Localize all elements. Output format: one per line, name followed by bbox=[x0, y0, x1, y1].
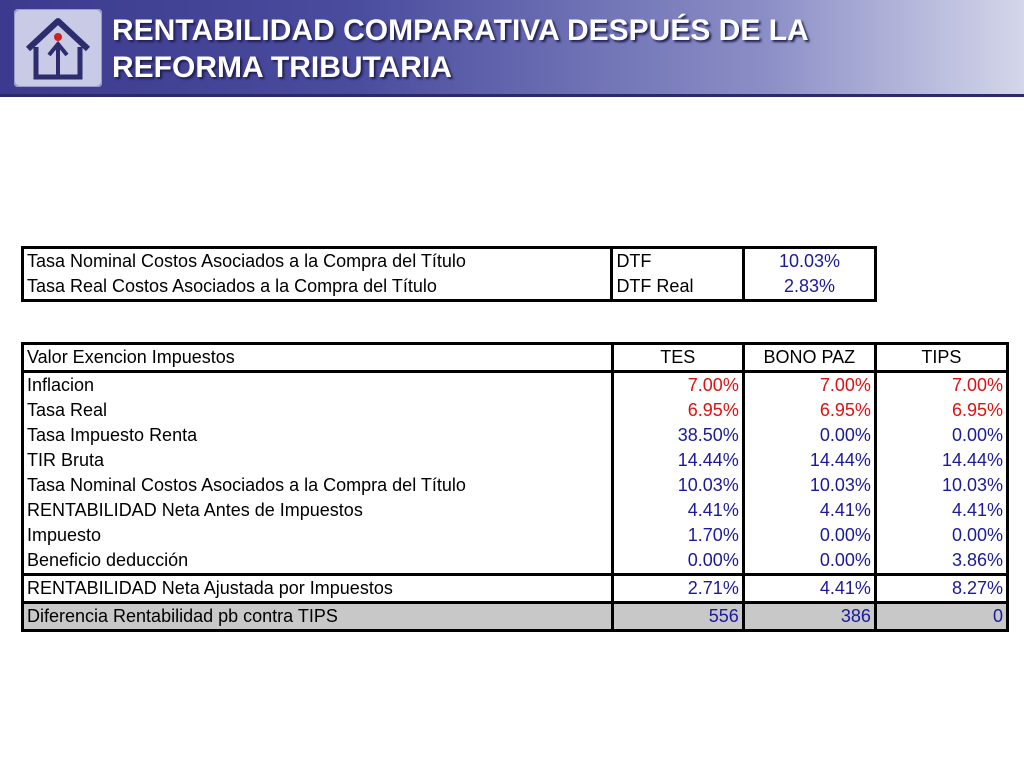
cell-bono-paz: 0.00% bbox=[743, 523, 877, 548]
cell-tes: 10.03% bbox=[612, 473, 745, 498]
table-row: Beneficio deducción 0.00% 0.00% 3.86% bbox=[22, 548, 1008, 575]
column-header-tes: TES bbox=[612, 343, 745, 373]
table-row: Tasa Impuesto Renta 38.50% 0.00% 0.00% bbox=[22, 423, 1008, 448]
row-label: Tasa Nominal Costos Asociados a la Compr… bbox=[22, 247, 614, 274]
row-label: Tasa Impuesto Renta bbox=[22, 423, 614, 448]
cell-tips: 4.41% bbox=[951, 500, 1003, 520]
title-line-1: RENTABILIDAD COMPARATIVA DESPUÉS DE LA bbox=[112, 14, 809, 47]
cell-bono-paz: 4.41% bbox=[743, 498, 877, 523]
row-label: RENTABILIDAD Neta Ajustada por Impuestos bbox=[22, 573, 614, 603]
row-value: 2.83% bbox=[783, 276, 835, 296]
table-row-difference: Diferencia Rentabilidad pb contra TIPS 5… bbox=[22, 601, 1008, 631]
table-row: Tasa Nominal Costos Asociados a la Compr… bbox=[22, 473, 1008, 498]
column-header-bono-paz: BONO PAZ bbox=[743, 343, 877, 373]
cell-tips: 0.00% bbox=[951, 525, 1003, 545]
row-key: DTF bbox=[611, 247, 745, 274]
cell-bono-paz: 10.03% bbox=[743, 473, 877, 498]
row-label: RENTABILIDAD Neta Antes de Impuestos bbox=[22, 498, 614, 523]
row-label: Tasa Nominal Costos Asociados a la Compr… bbox=[22, 473, 614, 498]
row-label: Tasa Real Costos Asociados a la Compra d… bbox=[22, 274, 614, 301]
row-label: Beneficio deducción bbox=[22, 548, 614, 575]
cell-tes: 0.00% bbox=[612, 548, 745, 575]
title-line-2: REFORMA TRIBUTARIA bbox=[112, 51, 452, 84]
table-row: Tasa Real Costos Asociados a la Compra d… bbox=[22, 274, 876, 301]
row-value: 10.03% bbox=[778, 251, 841, 271]
cell-tes: 38.50% bbox=[612, 423, 745, 448]
cell-bono-paz: 4.41% bbox=[743, 573, 877, 603]
table-header-row: Valor Exencion Impuestos TES BONO PAZ TI… bbox=[22, 343, 1008, 373]
cell-tips: 7.00% bbox=[951, 375, 1003, 395]
table-row: Inflacion 7.00% 7.00% 7.00% bbox=[22, 371, 1008, 398]
row-key: DTF Real bbox=[611, 274, 745, 301]
cell-bono-paz: 0.00% bbox=[743, 423, 877, 448]
cell-tips: 3.86% bbox=[951, 550, 1003, 570]
cell-tes: 6.95% bbox=[612, 398, 745, 423]
cell-tes: 2.71% bbox=[612, 573, 745, 603]
row-label: Inflacion bbox=[22, 371, 614, 398]
cell-bono-paz: 0.00% bbox=[743, 548, 877, 575]
cell-tips: 0.00% bbox=[951, 425, 1003, 445]
cell-bono-paz: 14.44% bbox=[743, 448, 877, 473]
row-label: TIR Bruta bbox=[22, 448, 614, 473]
dtf-table: Tasa Nominal Costos Asociados a la Compr… bbox=[21, 246, 877, 302]
table-row: Tasa Real 6.95% 6.95% 6.95% bbox=[22, 398, 1008, 423]
cell-tips: 14.44% bbox=[941, 450, 1003, 470]
header-banner: RENTABILIDAD COMPARATIVA DESPUÉS DE LA R… bbox=[0, 0, 1024, 97]
cell-bono-paz: 7.00% bbox=[743, 371, 877, 398]
table-row: Impuesto 1.70% 0.00% 0.00% bbox=[22, 523, 1008, 548]
cell-bono-paz: 6.95% bbox=[743, 398, 877, 423]
cell-tips: 8.27% bbox=[875, 573, 1008, 603]
row-label: Diferencia Rentabilidad pb contra TIPS bbox=[22, 601, 614, 631]
cell-tes: 556 bbox=[612, 601, 745, 631]
house-arrow-logo-icon bbox=[14, 9, 102, 87]
cell-tips: 0 bbox=[875, 601, 1008, 631]
comparison-table: Valor Exencion Impuestos TES BONO PAZ TI… bbox=[21, 342, 1009, 632]
cell-tes: 14.44% bbox=[612, 448, 745, 473]
cell-tes: 4.41% bbox=[612, 498, 745, 523]
table-row-net-adjusted: RENTABILIDAD Neta Ajustada por Impuestos… bbox=[22, 573, 1008, 603]
column-header-tips: TIPS bbox=[875, 343, 1008, 373]
cell-tips: 10.03% bbox=[941, 475, 1003, 495]
cell-bono-paz: 386 bbox=[743, 601, 877, 631]
table-row: TIR Bruta 14.44% 14.44% 14.44% bbox=[22, 448, 1008, 473]
row-label: Impuesto bbox=[22, 523, 614, 548]
column-header-concept: Valor Exencion Impuestos bbox=[22, 343, 614, 373]
table-row: RENTABILIDAD Neta Antes de Impuestos 4.4… bbox=[22, 498, 1008, 523]
table-row: Tasa Nominal Costos Asociados a la Compr… bbox=[22, 247, 876, 274]
cell-tes: 1.70% bbox=[612, 523, 745, 548]
cell-tes: 7.00% bbox=[612, 371, 745, 398]
row-label: Tasa Real bbox=[22, 398, 614, 423]
page-title: RENTABILIDAD COMPARATIVA DESPUÉS DE LA R… bbox=[112, 12, 992, 86]
cell-tips: 6.95% bbox=[951, 400, 1003, 420]
